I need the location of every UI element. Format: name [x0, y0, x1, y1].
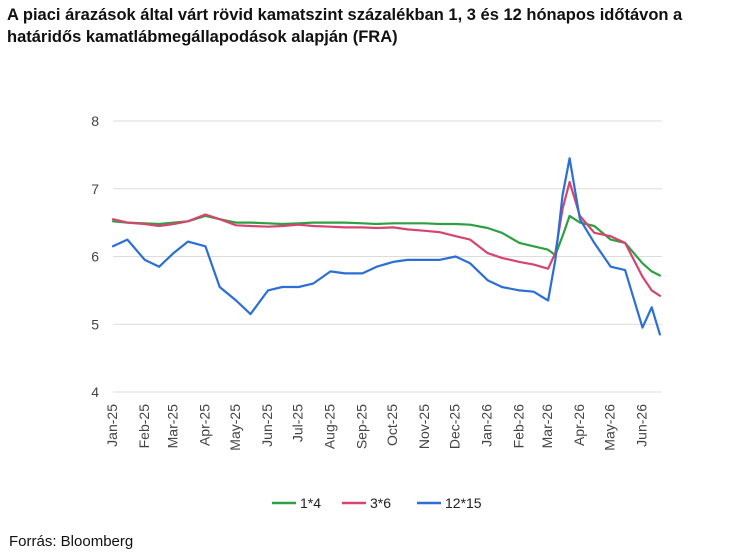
x-tick-label: Jul-25	[290, 404, 306, 442]
x-tick-label: Feb-25	[136, 404, 152, 449]
y-tick-label: 4	[91, 384, 99, 400]
x-tick-label: Nov-25	[416, 404, 432, 449]
x-tick-label: Jun-26	[634, 404, 650, 447]
series-group	[111, 157, 662, 336]
series-line-0	[111, 214, 662, 277]
x-tick-label: May-26	[602, 404, 618, 451]
legend-label: 3*6	[370, 495, 391, 511]
x-tick-label: Jan-25	[104, 404, 120, 447]
y-tick-label: 8	[91, 113, 99, 129]
x-tick-label: Apr-25	[196, 404, 212, 446]
x-tick-label: Jun-25	[259, 404, 275, 447]
legend-label: 12*15	[445, 495, 482, 511]
x-tick-label: Mar-25	[165, 404, 181, 449]
x-tick-label: Sep-25	[353, 404, 369, 449]
y-tick-label: 5	[91, 316, 99, 332]
grid	[113, 120, 662, 393]
x-tick-label: Mar-26	[539, 404, 555, 449]
x-tick-label: Oct-25	[384, 404, 400, 446]
x-tick-label: May-25	[227, 404, 243, 451]
chart-title: A piaci árazások által várt rövid kamats…	[7, 6, 683, 46]
x-tick-label: Jan-26	[479, 404, 495, 447]
y-axis: 4 5 6 7 8	[91, 113, 99, 400]
x-tick-label: Aug-25	[322, 404, 338, 449]
x-axis: Jan-25 Feb-25 Mar-25 Apr-25 May-25 Jun-25 Jul-…	[104, 404, 650, 451]
source-note: Forrás: Bloomberg	[9, 533, 134, 550]
y-tick-label: 7	[91, 181, 99, 197]
x-tick-label: Feb-26	[510, 404, 526, 449]
legend: 1*4 3*6 12*15	[272, 495, 482, 511]
legend-label: 1*4	[300, 495, 321, 511]
x-tick-label: Apr-26	[571, 404, 587, 446]
y-tick-label: 6	[91, 249, 99, 265]
series-line-1	[111, 180, 662, 297]
series-line-2	[111, 157, 662, 336]
x-tick-label: Dec-25	[447, 404, 463, 449]
